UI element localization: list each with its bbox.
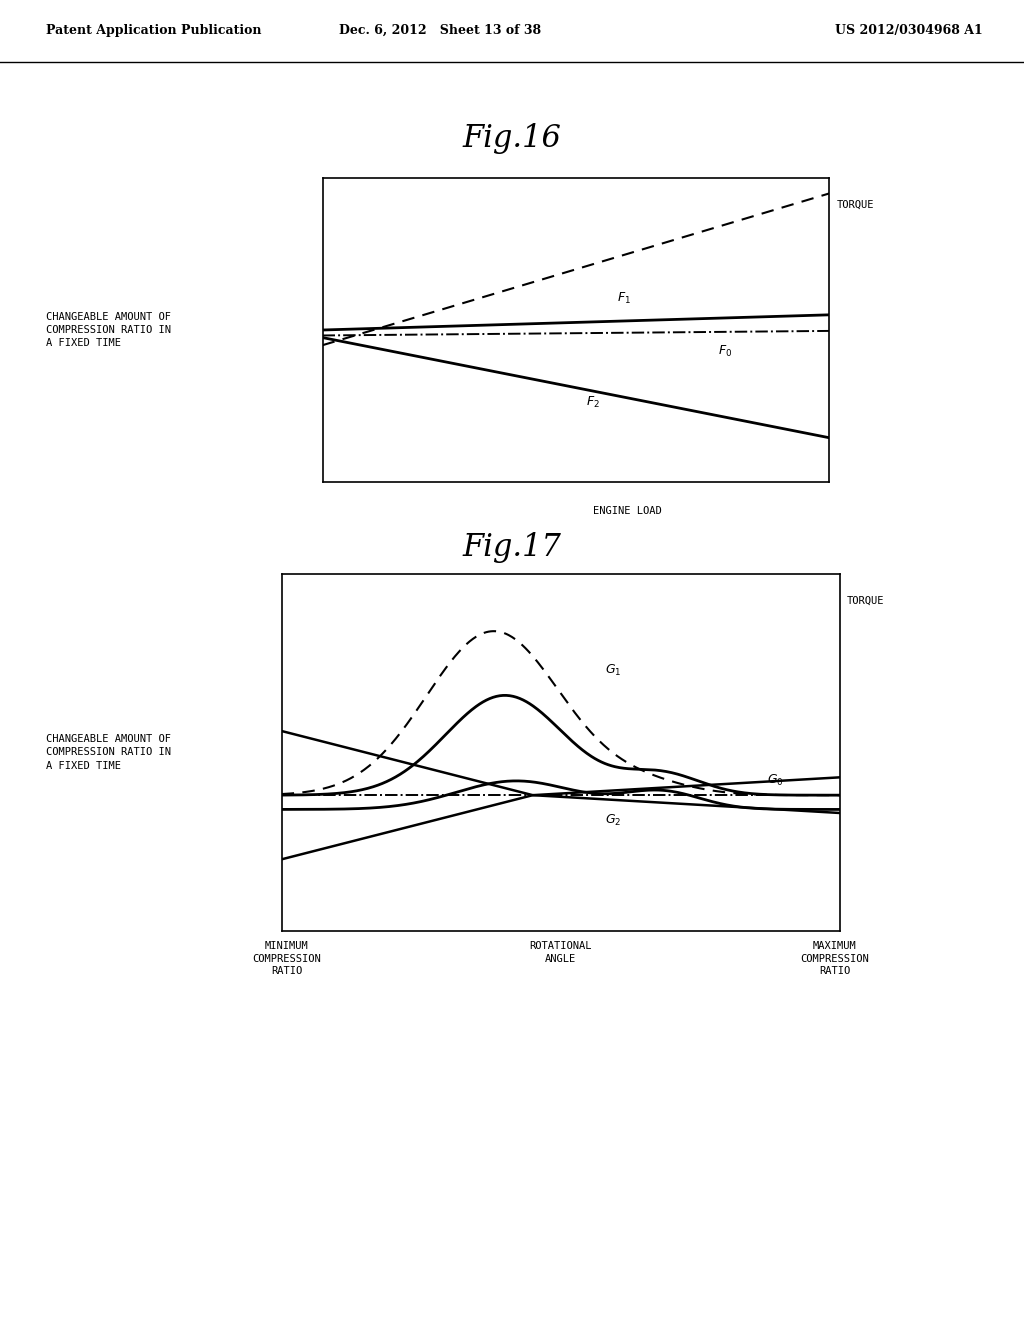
Text: $F_1$: $F_1$ [616,290,631,306]
Text: MINIMUM
COMPRESSION
RATIO: MINIMUM COMPRESSION RATIO [252,941,322,975]
Text: Fig.17: Fig.17 [463,532,561,564]
Text: $F_2$: $F_2$ [586,395,600,411]
Text: TORQUE: TORQUE [837,199,874,210]
Text: CHANGEABLE AMOUNT OF
COMPRESSION RATIO IN
A FIXED TIME: CHANGEABLE AMOUNT OF COMPRESSION RATIO I… [46,734,171,771]
Text: Fig.16: Fig.16 [463,123,561,154]
Text: Dec. 6, 2012   Sheet 13 of 38: Dec. 6, 2012 Sheet 13 of 38 [339,24,542,37]
Text: $F_0$: $F_0$ [718,343,732,359]
Text: $G_0$: $G_0$ [767,774,783,788]
Text: US 2012/0304968 A1: US 2012/0304968 A1 [836,24,983,37]
Text: CHANGEABLE AMOUNT OF
COMPRESSION RATIO IN
A FIXED TIME: CHANGEABLE AMOUNT OF COMPRESSION RATIO I… [46,312,171,348]
Text: ENGINE LOAD: ENGINE LOAD [593,506,662,516]
Text: MAXIMUM
COMPRESSION
RATIO: MAXIMUM COMPRESSION RATIO [800,941,869,975]
Text: $G_2$: $G_2$ [605,813,622,828]
Text: Patent Application Publication: Patent Application Publication [46,24,261,37]
Text: $G_1$: $G_1$ [605,663,622,678]
Text: TORQUE: TORQUE [847,595,885,606]
Text: ROTATIONAL
ANGLE: ROTATIONAL ANGLE [529,941,592,964]
